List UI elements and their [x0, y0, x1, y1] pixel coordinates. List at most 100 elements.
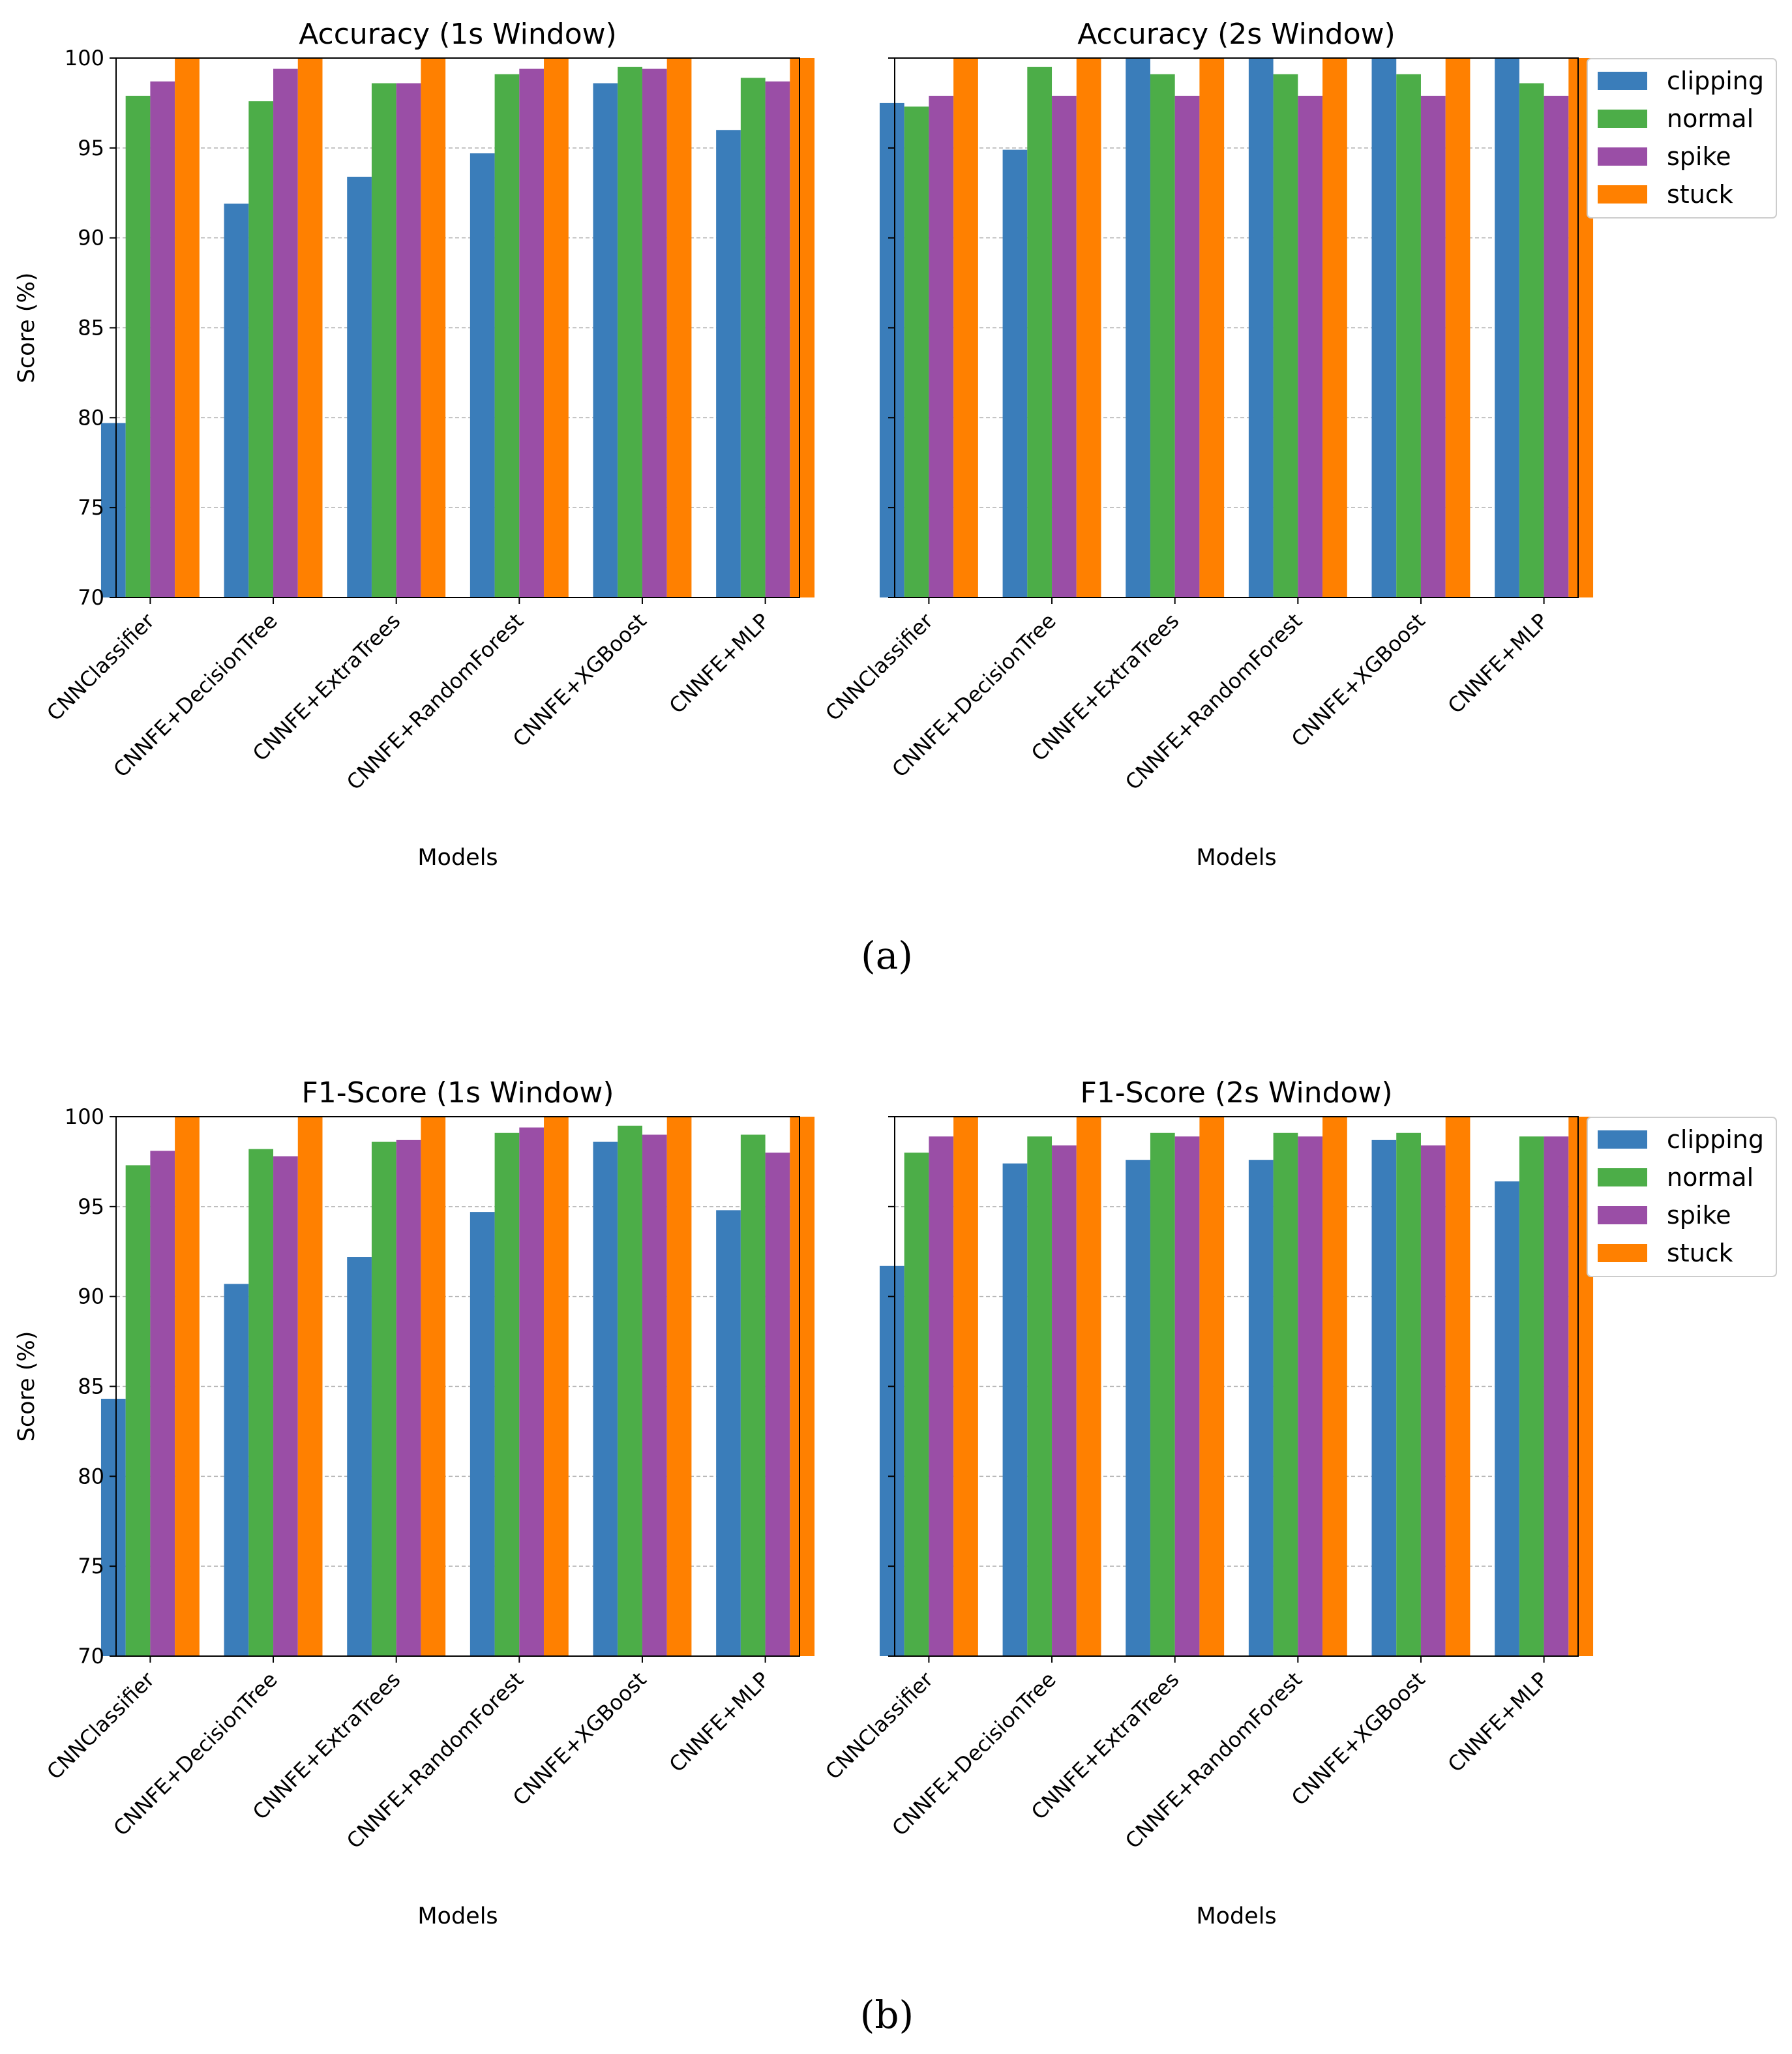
bar-clipping: [593, 83, 618, 598]
bar-normal: [904, 1153, 929, 1656]
legend-label-normal: normal: [1667, 1163, 1754, 1192]
y-axis-label: Score (%): [14, 273, 40, 384]
bar-stuck: [421, 1117, 446, 1656]
bar-normal: [1396, 1132, 1421, 1656]
bar-stuck: [297, 1117, 323, 1656]
bar-clipping: [100, 423, 126, 597]
bar-normal: [1273, 74, 1298, 597]
bar-spike: [1052, 1145, 1077, 1656]
bar-stuck: [1199, 58, 1225, 597]
bar-normal: [1396, 74, 1421, 597]
bar-spike: [396, 1140, 421, 1656]
legend-swatch-spike: [1598, 147, 1647, 166]
chart-title: F1-Score (1s Window): [301, 1076, 614, 1110]
bar-normal: [371, 83, 396, 598]
bar-spike: [1052, 95, 1077, 597]
bar-stuck: [544, 1117, 569, 1656]
x-axis-label: Models: [417, 1903, 498, 1929]
bar-normal: [248, 101, 274, 597]
bar-stuck: [953, 1117, 978, 1656]
bar-spike: [519, 1127, 545, 1656]
chart-title: Accuracy (1s Window): [299, 18, 617, 51]
y-tick-label: 95: [78, 1194, 104, 1219]
legend-box: [1587, 1117, 1777, 1277]
bar-clipping: [1002, 1163, 1028, 1656]
y-tick-label: 100: [65, 46, 104, 70]
bar-spike: [1544, 95, 1569, 597]
bar-clipping: [1495, 1181, 1519, 1656]
bar-spike: [1174, 1136, 1200, 1656]
y-tick-label: 70: [78, 1644, 104, 1669]
bar-clipping: [224, 204, 249, 597]
y-tick-label: 70: [78, 585, 104, 610]
bar-clipping: [879, 1265, 904, 1656]
bar-stuck: [1199, 1117, 1225, 1656]
bar-clipping: [716, 1210, 741, 1656]
y-tick-label: 75: [78, 495, 104, 520]
legend-swatch-normal: [1598, 110, 1647, 128]
bar-stuck: [666, 1117, 692, 1656]
bar-normal: [904, 106, 929, 597]
bar-stuck: [1322, 58, 1347, 597]
bar-clipping: [470, 1212, 495, 1656]
legend-label-stuck: stuck: [1667, 180, 1733, 209]
bar-stuck: [790, 1117, 815, 1656]
bar-clipping: [347, 176, 372, 597]
bar-normal: [740, 1134, 766, 1656]
bar-normal: [494, 74, 520, 597]
bar-stuck: [1445, 1117, 1471, 1656]
bar-clipping: [716, 130, 741, 597]
bar-stuck: [666, 58, 692, 597]
legend-swatch-clipping: [1598, 72, 1647, 90]
legend-swatch-stuck: [1598, 1244, 1647, 1262]
legend-box: [1587, 58, 1777, 219]
legend-swatch-clipping: [1598, 1130, 1647, 1149]
x-tick-label: CNNFE+XGBoost: [508, 1667, 651, 1811]
bar-spike: [150, 81, 175, 597]
bar-stuck: [1445, 58, 1471, 597]
bar-normal: [125, 1165, 151, 1656]
x-tick-label: CNNClassifier: [820, 1667, 938, 1784]
x-tick-label: CNNFE+XGBoost: [1287, 1667, 1430, 1811]
bar-clipping: [347, 1257, 372, 1656]
legend-swatch-spike: [1598, 1206, 1647, 1224]
bar-normal: [1027, 1136, 1053, 1656]
y-tick-label: 80: [78, 405, 104, 430]
bar-normal: [1273, 1132, 1298, 1656]
bar-clipping: [879, 102, 904, 597]
bar-stuck: [790, 58, 815, 597]
bar-spike: [929, 95, 954, 597]
legend-label-clipping: clipping: [1667, 1125, 1764, 1154]
bar-stuck: [544, 58, 569, 597]
y-tick-label: 90: [78, 1284, 104, 1309]
bar-spike: [273, 68, 298, 598]
bar-normal: [371, 1141, 396, 1656]
bar-normal: [1027, 67, 1053, 598]
bar-normal: [1519, 1136, 1544, 1656]
bar-spike: [642, 68, 667, 598]
bar-spike: [519, 68, 545, 598]
x-tick-label: CNNFE+MLP: [1443, 609, 1553, 719]
bar-clipping: [1248, 58, 1274, 597]
bar-clipping: [470, 153, 495, 597]
legend-label-normal: normal: [1667, 104, 1754, 133]
bar-normal: [1150, 74, 1175, 597]
y-tick-label: 85: [78, 316, 104, 340]
chart-panel-2: CNNClassifierCNNFE+DecisionTreeCNNFE+Ext…: [820, 18, 1777, 871]
legend-label-spike: spike: [1667, 142, 1731, 171]
bar-stuck: [175, 58, 200, 597]
bar-spike: [642, 1134, 667, 1656]
y-tick-label: 75: [78, 1554, 104, 1578]
bar-normal: [248, 1149, 274, 1656]
chart-title: Accuracy (2s Window): [1077, 18, 1396, 51]
bar-spike: [1298, 95, 1323, 597]
bar-spike: [765, 81, 790, 597]
x-tick-label: CNNClassifier: [42, 1667, 159, 1784]
y-tick-label: 80: [78, 1464, 104, 1488]
bar-spike: [1298, 1136, 1323, 1656]
legend-swatch-stuck: [1598, 185, 1647, 204]
bar-spike: [150, 1151, 175, 1656]
bar-stuck: [175, 1117, 200, 1656]
bar-clipping: [224, 1284, 249, 1656]
x-tick-label: CNNFE+XGBoost: [1287, 609, 1430, 752]
